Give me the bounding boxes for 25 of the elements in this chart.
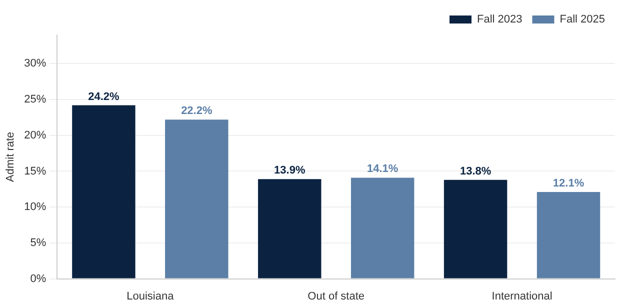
y-axis-title: Admit rate (4, 132, 17, 182)
legend-label: Fall 2025 (560, 14, 606, 26)
bar (165, 120, 228, 278)
y-tick-label: 5% (30, 236, 46, 249)
bar (258, 179, 322, 278)
y-tick-label: 20% (24, 129, 46, 142)
x-tick-label: International (492, 290, 552, 302)
y-tick-label: 25% (24, 94, 46, 106)
x-tick-label: Out of state (308, 290, 365, 302)
data-label: 14.1% (366, 163, 398, 176)
bar (72, 105, 136, 278)
data-label: 13.9% (274, 164, 306, 177)
data-label: 12.1% (552, 178, 584, 190)
data-label: 24.2% (88, 90, 120, 103)
bar (444, 180, 508, 278)
y-tick-label: 10% (24, 201, 46, 214)
bar (350, 178, 414, 278)
data-label: 22.2% (181, 105, 212, 118)
bar (536, 192, 600, 278)
legend-label: Fall 2023 (476, 14, 522, 26)
y-tick-label: 15% (24, 165, 46, 178)
x-tick-label: Louisiana (126, 290, 175, 302)
data-label: 13.8% (460, 165, 492, 178)
y-tick-label: 0% (30, 272, 46, 285)
y-tick-label: 30% (24, 58, 46, 70)
